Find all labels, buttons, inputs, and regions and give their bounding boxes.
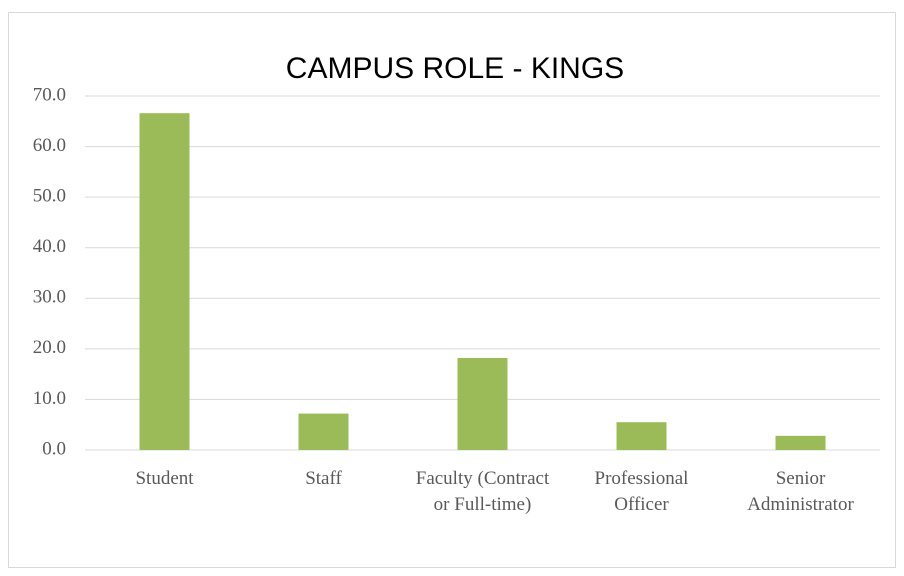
bar [139,113,190,451]
x-tick-label: Student [135,468,194,489]
y-tick-label: 10.0 [33,388,66,409]
y-tick-label: 60.0 [33,135,66,156]
chart-title: CAMPUS ROLE - KINGS [286,52,624,85]
x-tick-label: Faculty (Contract or Full-time) [415,468,550,515]
x-tick-label: Staff [305,468,342,489]
y-tick-label: 30.0 [33,287,66,308]
bar [616,422,667,450]
bar [775,435,826,450]
x-tick-label: Professional Officer [594,468,689,515]
y-tick-label: 40.0 [33,236,66,257]
x-tick-label: Senior Administrator [747,468,854,515]
bar [298,413,349,450]
y-tick-label: 20.0 [33,337,66,358]
y-tick-label: 0.0 [42,438,66,459]
bar [457,357,508,450]
y-tick-label: 70.0 [33,84,66,105]
y-tick-label: 50.0 [33,186,66,207]
